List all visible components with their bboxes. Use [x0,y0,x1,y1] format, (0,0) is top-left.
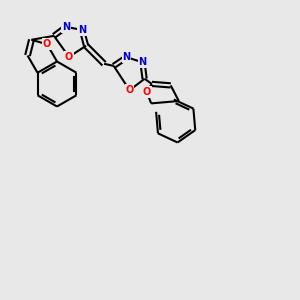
Text: N: N [122,52,131,62]
Text: O: O [142,87,151,97]
Text: N: N [138,57,147,67]
Text: O: O [43,39,51,49]
Text: N: N [78,25,86,35]
Text: N: N [62,22,70,32]
Text: O: O [125,85,134,95]
Text: O: O [65,52,73,62]
